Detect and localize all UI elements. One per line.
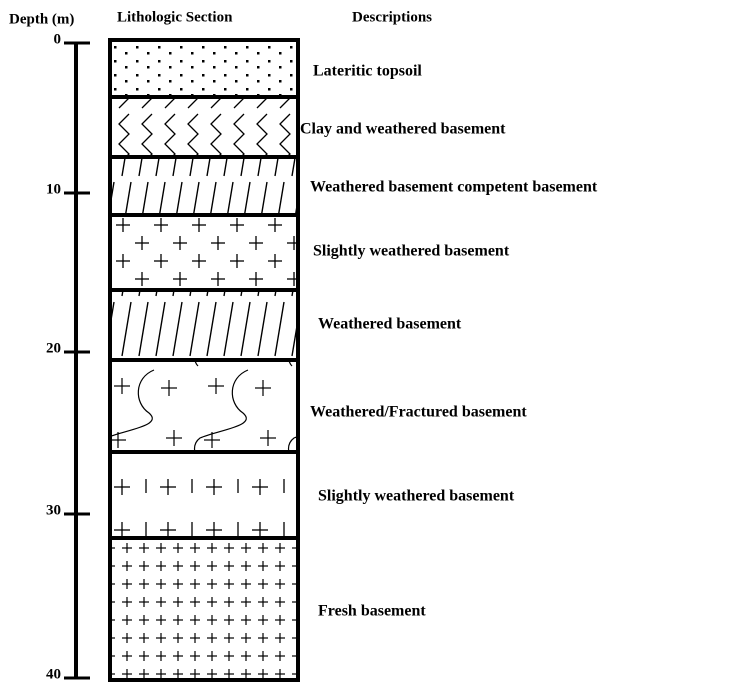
descriptions-header: Descriptions bbox=[352, 9, 432, 25]
layer bbox=[110, 40, 298, 97]
layer-description: Clay and weathered basement bbox=[300, 121, 506, 138]
depth-tick-label: 20 bbox=[46, 340, 61, 356]
layer bbox=[110, 97, 298, 157]
depth-header: Depth (m) bbox=[9, 11, 74, 27]
layer-description: Weathered basement bbox=[318, 316, 462, 333]
layer bbox=[110, 452, 298, 538]
depth-tick-label: 30 bbox=[46, 502, 61, 518]
layer-description: Lateritic topsoil bbox=[313, 63, 422, 80]
layer bbox=[110, 538, 298, 680]
layer bbox=[110, 215, 298, 290]
layer bbox=[110, 360, 298, 452]
depth-tick-label: 40 bbox=[46, 666, 61, 682]
depth-tick-label: 10 bbox=[46, 181, 61, 197]
depth-tick-label: 0 bbox=[54, 31, 62, 47]
section-header: Lithologic Section bbox=[117, 9, 233, 25]
layer bbox=[110, 157, 298, 215]
layer-description: Fresh basement bbox=[318, 603, 426, 620]
layer-description: Slightly weathered basement bbox=[318, 488, 515, 505]
layer-description: Slightly weathered basement bbox=[313, 243, 510, 260]
layer bbox=[110, 290, 298, 360]
layer-description: Weathered/Fractured basement bbox=[310, 404, 527, 421]
layer-description: Weathered basement competent basement bbox=[310, 179, 598, 196]
section-frame bbox=[108, 38, 300, 682]
